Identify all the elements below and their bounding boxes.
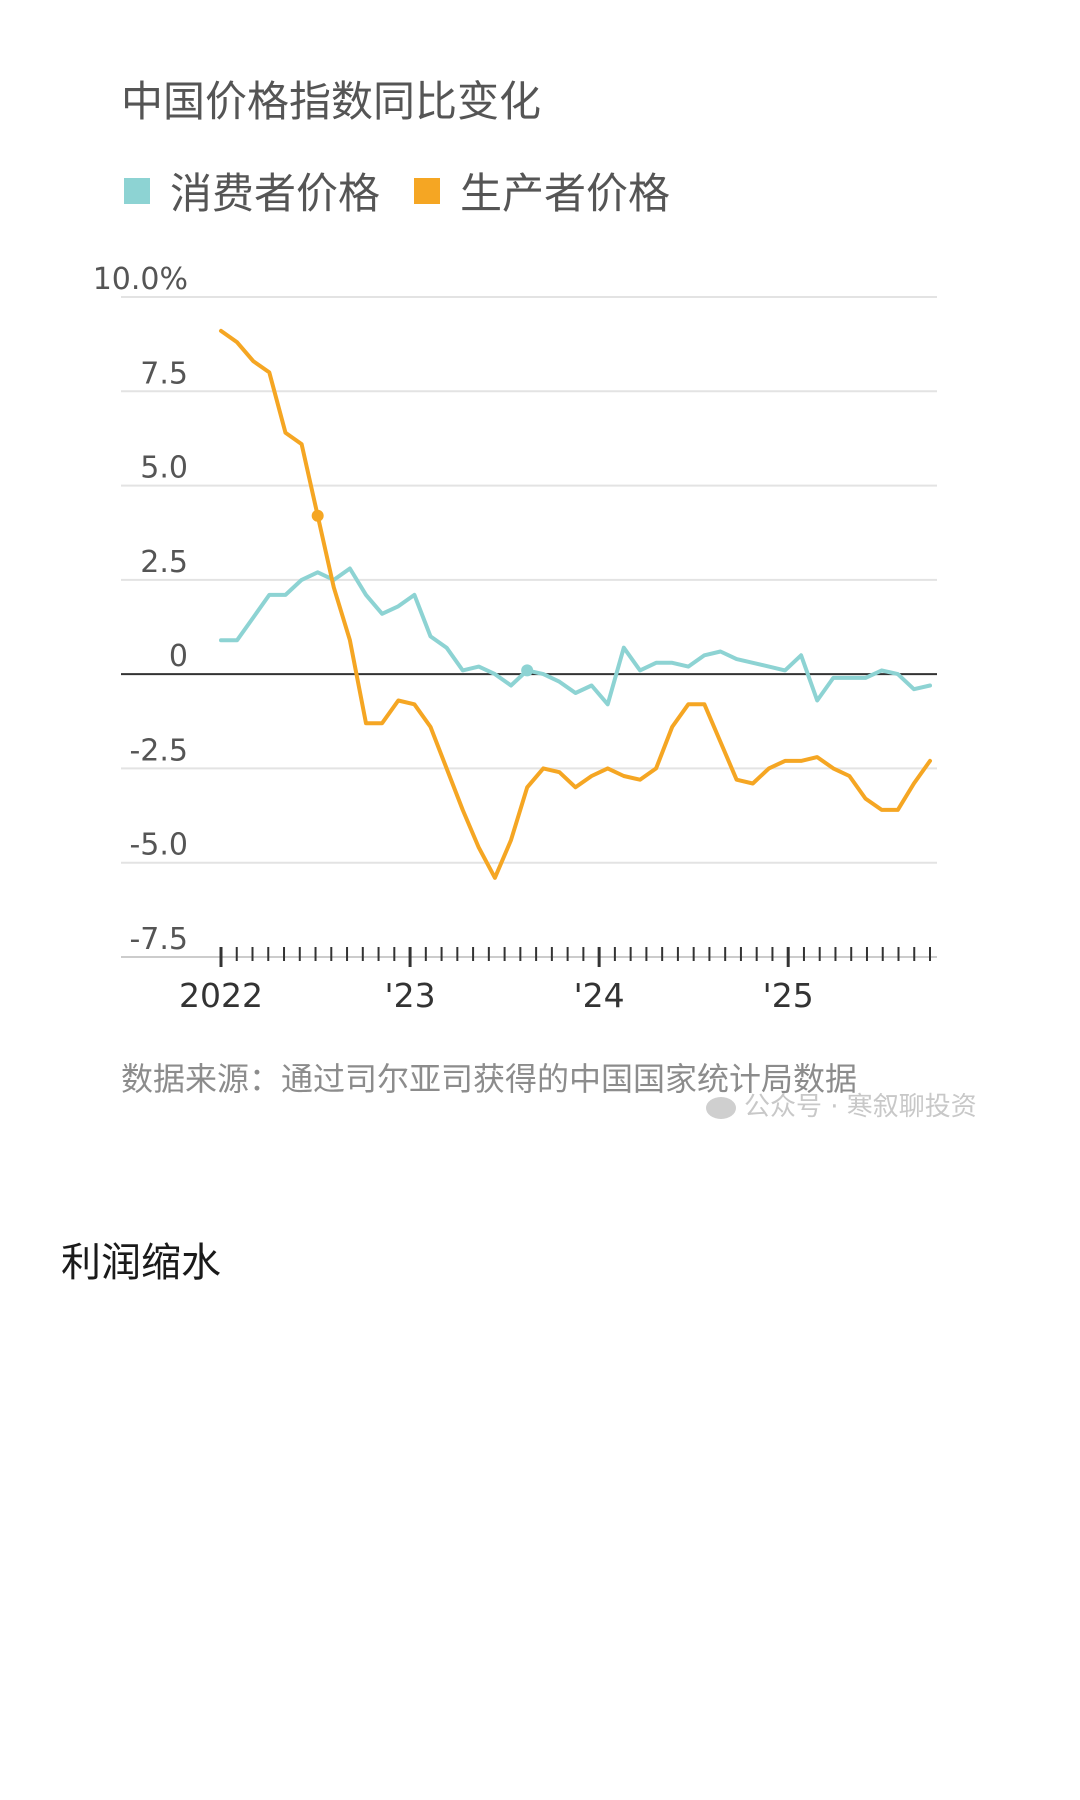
y-tick-label: 0 — [169, 639, 188, 674]
data-point-marker — [311, 509, 324, 522]
chart-title: 中国价格指数同比变化 — [121, 77, 542, 126]
y-tick-label: 7.5 — [140, 356, 188, 391]
x-tick-label: 2022 — [179, 976, 263, 1015]
legend: 消费者价格 生产者价格 — [124, 160, 704, 221]
y-tick-label: -7.5 — [129, 922, 188, 957]
series-line-producer — [219, 328, 932, 880]
y-tick-label: 2.5 — [140, 545, 188, 580]
data-point-marker — [521, 664, 534, 677]
line-chart: 10.0% 7.5 5.0 2.5 0 -2.5 -5.0 -7.5 2022 '23 '24 '25 — [93, 262, 937, 1015]
wechat-icon — [706, 1096, 736, 1119]
legend-label-producer: 生产者价格 — [460, 169, 671, 218]
watermark-text: 公众号 · 寒叙聊投资 — [744, 1092, 977, 1122]
legend-swatch-consumer — [124, 177, 150, 204]
y-tick-label: -5.0 — [129, 828, 188, 863]
series-line-consumer — [219, 566, 932, 707]
legend-item-producer: 生产者价格 — [414, 160, 670, 221]
legend-swatch-producer — [414, 177, 441, 204]
x-tick-label: '24 — [574, 976, 625, 1015]
watermark: 公众号 · 寒叙聊投资 — [706, 1086, 977, 1123]
x-tick-label: '25 — [763, 976, 814, 1015]
x-tick-label: '23 — [385, 976, 436, 1015]
y-tick-label: 10.0% — [93, 262, 188, 297]
y-tick-label: 5.0 — [140, 451, 188, 486]
source-note: 数据来源：通过司尔亚司获得的中国国家统计局数据 — [121, 1060, 858, 1098]
y-tick-label: -2.5 — [129, 733, 188, 768]
legend-item-consumer: 消费者价格 — [124, 160, 380, 221]
section-heading: 利润缩水 — [61, 1240, 221, 1286]
legend-label-consumer: 消费者价格 — [170, 169, 381, 218]
